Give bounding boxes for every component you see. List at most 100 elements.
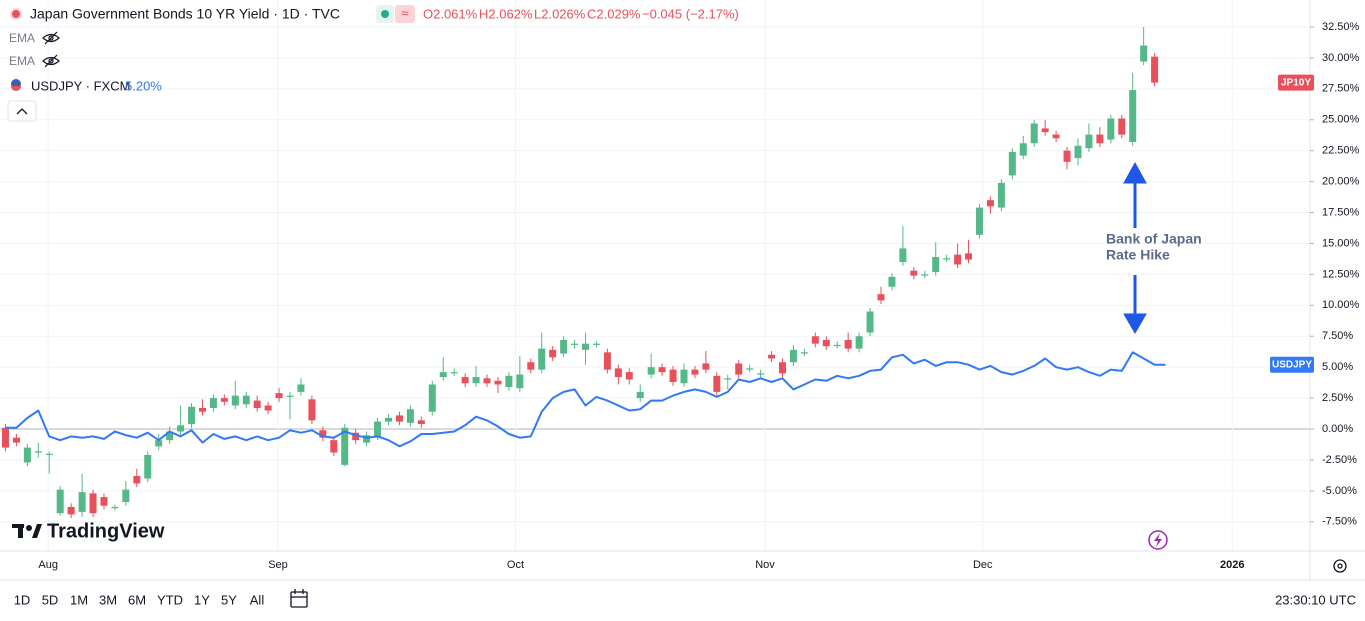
candle-body <box>352 432 360 441</box>
candle-body <box>363 435 371 443</box>
candle-body <box>943 258 951 260</box>
candle-body <box>341 427 349 465</box>
x-tick-label: Oct <box>507 559 524 571</box>
candle-body <box>89 493 97 514</box>
arrow-down <box>1123 275 1147 334</box>
candle-body <box>811 336 819 344</box>
arrow-up <box>1123 161 1147 228</box>
candle-body <box>724 378 732 380</box>
x-tick-label: 2026 <box>1220 559 1244 571</box>
candle-body <box>713 375 721 392</box>
flag-icon <box>11 79 21 91</box>
ohlc-change: −0.045 (−2.17%) <box>642 6 739 21</box>
candle-body <box>910 270 918 276</box>
range-button[interactable]: 1Y <box>194 592 210 607</box>
candle-body <box>319 430 327 438</box>
logo-text: TradingView <box>47 520 165 542</box>
candle-body <box>111 506 119 509</box>
candle-body <box>1107 118 1115 140</box>
range-button[interactable]: 6M <box>128 592 146 607</box>
y-tick-label: 27.50% <box>1322 83 1360 95</box>
candle-body <box>472 377 480 384</box>
delay-badge[interactable] <box>395 5 415 23</box>
range-button[interactable]: 1M <box>70 592 88 607</box>
y-tick-label: 5.00% <box>1322 361 1353 373</box>
candle-body <box>166 431 174 441</box>
candle-body <box>100 497 108 506</box>
price-label: JP10Y <box>1281 77 1311 88</box>
candle-body <box>997 182 1005 208</box>
y-tick-label: 0.00% <box>1322 423 1353 435</box>
x-tick-label: Aug <box>38 559 58 571</box>
candle-body <box>286 395 294 397</box>
range-button[interactable]: 5Y <box>221 592 237 607</box>
range-button[interactable]: 1D <box>14 592 31 607</box>
candle-body <box>614 368 622 378</box>
range-button[interactable]: 3M <box>99 592 117 607</box>
y-tick-label: -7.50% <box>1322 516 1357 528</box>
candle-body <box>12 437 20 443</box>
candle-body <box>800 352 808 354</box>
candle-body <box>1 427 9 448</box>
candle-body <box>1041 128 1049 133</box>
candle-body <box>778 362 786 374</box>
candle-body <box>527 362 535 370</box>
candle-body <box>417 420 425 425</box>
candle-body <box>822 339 830 347</box>
events-icon[interactable] <box>1148 530 1168 550</box>
calendar-icon[interactable] <box>290 589 308 608</box>
status-dot <box>381 10 389 18</box>
y-tick-label: -2.50% <box>1322 454 1357 466</box>
candle-body <box>1019 143 1027 156</box>
y-tick-label: 10.00% <box>1322 299 1360 311</box>
price-label-box <box>1278 74 1314 91</box>
range-button[interactable]: 5D <box>42 592 59 607</box>
candle-body <box>669 369 677 383</box>
y-tick-label: 30.00% <box>1322 52 1360 64</box>
y-tick-label: 22.50% <box>1322 145 1360 157</box>
y-tick-label: 32.50% <box>1322 21 1360 33</box>
x-tick-label: Dec <box>973 559 993 571</box>
marks <box>1 26 1166 519</box>
y-tick-label: 20.00% <box>1322 176 1360 188</box>
candle-body <box>888 276 896 287</box>
settings-icon[interactable] <box>1333 559 1347 573</box>
candle-body <box>768 354 776 359</box>
y-tick-label: -5.00% <box>1322 485 1357 497</box>
indicator-label[interactable]: EMA <box>9 31 35 45</box>
collapse-icon <box>16 108 28 115</box>
axis-labels: -7.50% -5.00% -2.50% 0.00% 2.50% 5.00% 7.50% 10… <box>38 21 1359 571</box>
candle-body <box>833 344 841 347</box>
y-tick-label: 12.50% <box>1322 268 1360 280</box>
candle-body <box>374 421 382 437</box>
collapse-button[interactable] <box>7 100 37 122</box>
hidden-eye-icon[interactable] <box>42 54 60 68</box>
candle-body <box>505 375 513 387</box>
ohlc-low: L2.026% <box>534 6 586 21</box>
candle-body <box>1008 151 1016 176</box>
candle-body <box>1096 134 1104 144</box>
price-label-box <box>1270 356 1314 373</box>
hidden-eye-icon[interactable] <box>42 31 60 45</box>
candle-body <box>220 398 228 402</box>
candle-body <box>921 274 929 276</box>
candle-body <box>122 489 130 503</box>
candle-body <box>538 348 546 370</box>
candle-body <box>395 415 403 422</box>
candle-body <box>155 440 163 447</box>
indicator-label[interactable]: EMA <box>9 54 35 68</box>
candle-body <box>954 254 962 265</box>
candle-body <box>844 339 852 349</box>
candle-body <box>188 406 196 425</box>
range-button[interactable]: All <box>250 592 265 607</box>
x-tick-label: Nov <box>755 559 775 571</box>
candle-body <box>209 398 217 408</box>
range-button[interactable]: YTD <box>157 592 183 607</box>
candle-body <box>516 374 524 389</box>
candle-body <box>899 248 907 263</box>
candle-body <box>253 400 261 408</box>
candle-body <box>1052 134 1060 139</box>
